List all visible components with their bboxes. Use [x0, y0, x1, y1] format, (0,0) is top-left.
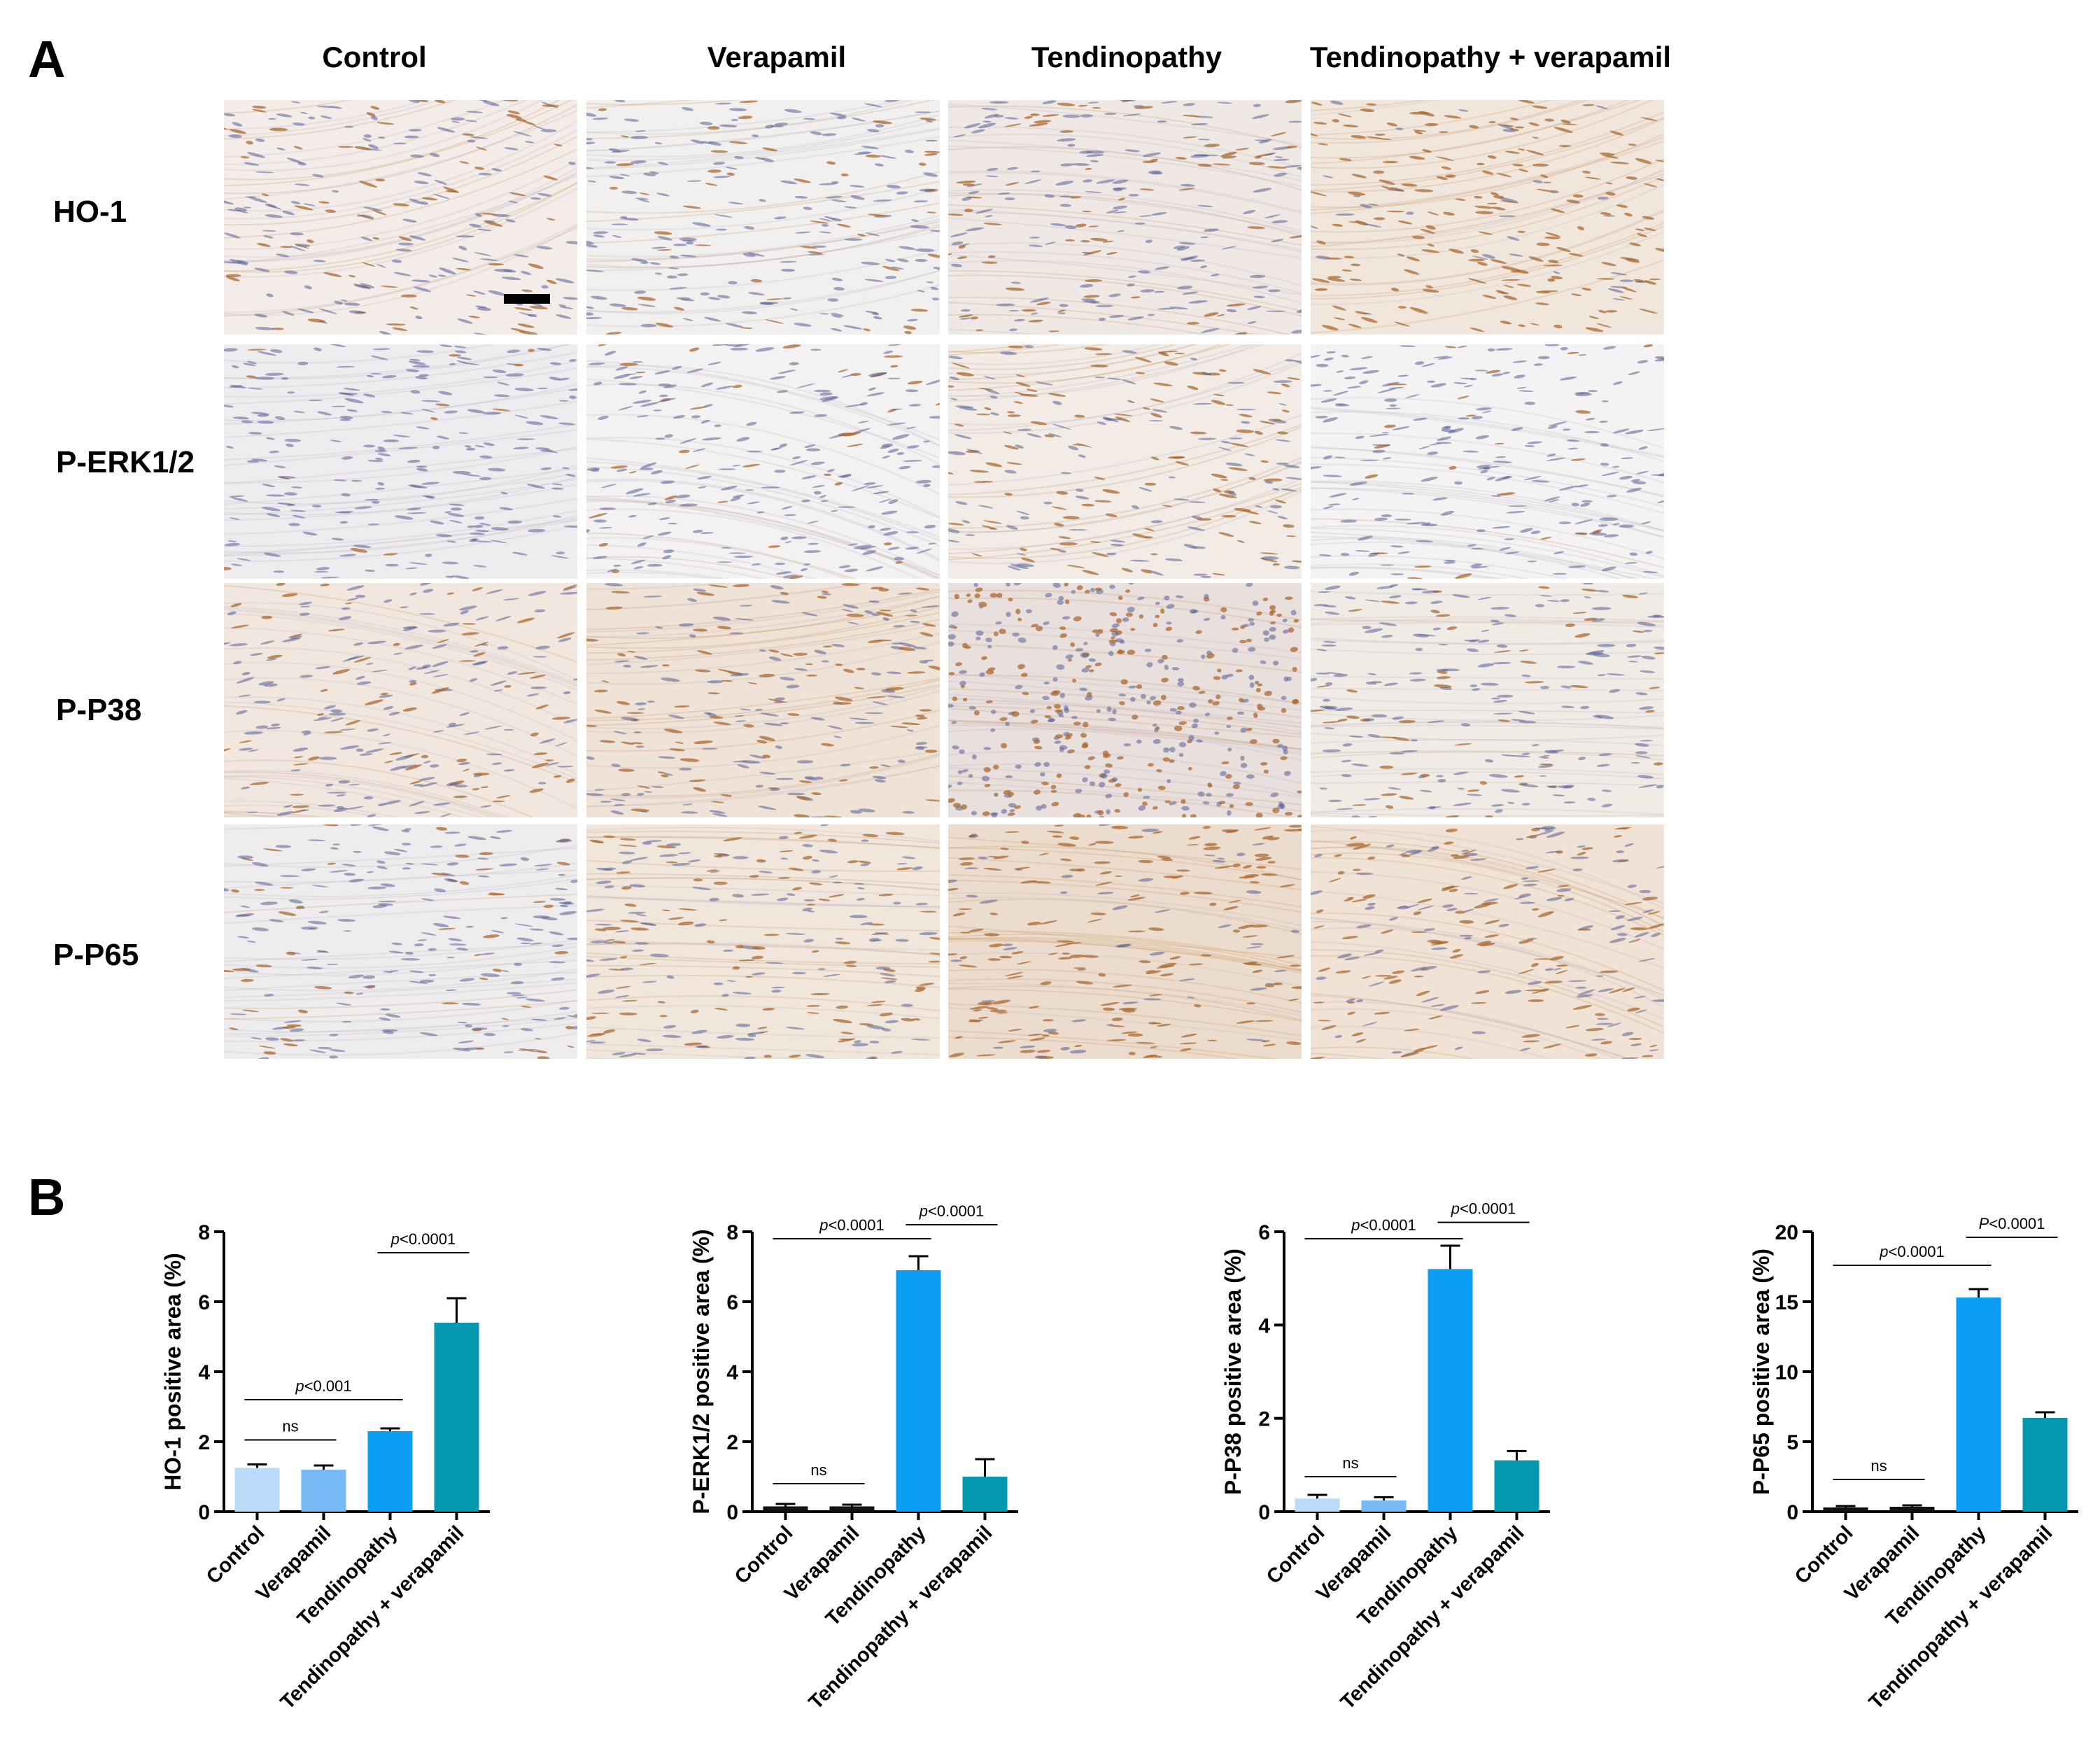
y-tick-label: 4 — [726, 1361, 738, 1384]
row-label-ho-1: HO-1 — [53, 195, 127, 229]
scale-bar — [504, 294, 550, 304]
bar-0 — [1295, 1498, 1340, 1512]
significance-label-2: p<0.0001 — [1451, 1200, 1516, 1218]
chart-p-erk: P-ERK1/2 positive area (%) 02468ControlVe… — [689, 1202, 1018, 1714]
significance-label-1: p<0.0001 — [1351, 1216, 1416, 1234]
category-label-0: Control — [202, 1521, 269, 1589]
micrograph-2-1 — [586, 583, 940, 817]
bar-1 — [301, 1470, 346, 1512]
bar-2 — [367, 1431, 413, 1512]
significance-label-0: ns — [1870, 1457, 1887, 1475]
y-tick-label: 0 — [198, 1501, 210, 1524]
bar-1 — [1889, 1507, 1935, 1512]
panel-b-letter: B — [28, 1168, 66, 1226]
y-tick-label: 2 — [1258, 1408, 1270, 1431]
bar-2 — [1428, 1269, 1473, 1512]
y-tick-label: 6 — [1258, 1221, 1270, 1244]
micrograph-1-3 — [1311, 344, 1664, 579]
y-tick-label: 2 — [726, 1431, 738, 1454]
column-header-verapamil: Verapamil — [707, 41, 847, 73]
micrograph-1-2 — [948, 344, 1302, 579]
significance-label-0: ns — [810, 1461, 826, 1479]
y-tick-label: 8 — [726, 1221, 738, 1244]
y-tick-label: 20 — [1775, 1221, 1798, 1244]
chart-ho-1: HO-1 positive area (%)02468ControlVerapa… — [160, 1221, 490, 1714]
column-header-control: Control — [322, 41, 427, 73]
significance-label-2: P<0.0001 — [1979, 1215, 2045, 1232]
chart-p-p38: P-P38 positive area (%)0246ControlVerapa… — [1220, 1200, 1550, 1714]
micrograph-3-1 — [586, 824, 940, 1059]
y-axis-title: P-P65 positive area (%) — [1749, 1249, 1774, 1495]
micrograph-2-3 — [1311, 583, 1664, 817]
significance-label-1: p<0.001 — [295, 1377, 351, 1395]
y-tick-label: 0 — [726, 1501, 738, 1524]
micrograph-0-1 — [586, 100, 940, 335]
micrograph-0-2 — [948, 100, 1302, 335]
panel-a-letter: A — [28, 30, 66, 88]
category-label-0: Control — [731, 1521, 798, 1589]
y-tick-label: 0 — [1258, 1501, 1270, 1524]
bar-3 — [962, 1477, 1008, 1512]
y-axis-title: P-P38 positive area (%) — [1220, 1249, 1246, 1495]
y-tick-label: 4 — [1258, 1314, 1270, 1337]
bar-0 — [1823, 1507, 1868, 1512]
bar-2 — [1956, 1298, 2001, 1512]
category-label-0: Control — [1791, 1521, 1858, 1589]
micrograph-0-3 — [1311, 100, 1664, 335]
micrograph-3-3 — [1311, 824, 1664, 1059]
y-tick-label: 8 — [198, 1221, 210, 1244]
significance-label-1: p<0.0001 — [819, 1216, 884, 1234]
bar-0 — [763, 1506, 808, 1512]
significance-label-1: p<0.0001 — [1879, 1243, 1944, 1260]
row-label-p-erk: P-ERK1/2 — [56, 445, 195, 479]
bar-0 — [234, 1468, 280, 1512]
micrograph-3-2 — [948, 824, 1302, 1059]
bar-1 — [829, 1506, 875, 1512]
y-tick-label: 15 — [1775, 1291, 1798, 1314]
micrograph-1-1 — [586, 344, 940, 579]
chart-p-p65: P-P65 positive area (%)05101520ControlVe… — [1749, 1215, 2078, 1714]
y-tick-label: 2 — [198, 1431, 210, 1454]
significance-label-0: ns — [282, 1418, 298, 1435]
bar-3 — [1494, 1460, 1539, 1512]
column-header-tendinopathy: Tendinopathy — [1031, 41, 1222, 73]
micrograph-2-0 — [224, 583, 577, 817]
y-tick-label: 6 — [726, 1291, 738, 1314]
micrograph-2-2 — [948, 583, 1302, 817]
significance-label-2: p<0.0001 — [390, 1230, 456, 1248]
y-axis-title: HO-1 positive area (%) — [160, 1253, 185, 1491]
y-tick-label: 0 — [1787, 1501, 1798, 1524]
column-header-tendinopathy-verapamil: Tendinopathy + verapamil — [1309, 41, 1672, 73]
micrograph-3-0 — [224, 824, 577, 1059]
row-label-p-p65: P-P65 — [53, 938, 139, 972]
bar-2 — [896, 1270, 941, 1512]
bar-3 — [434, 1323, 479, 1512]
bar-3 — [2022, 1418, 2068, 1512]
y-tick-label: 10 — [1775, 1361, 1798, 1384]
y-tick-label: 5 — [1787, 1431, 1798, 1454]
micrograph-1-0 — [224, 344, 577, 579]
y-tick-label: 6 — [198, 1291, 210, 1314]
bar-1 — [1361, 1500, 1407, 1512]
significance-label-2: p<0.0001 — [919, 1202, 984, 1220]
row-label-p-p38: P-P38 — [56, 693, 142, 727]
y-axis-title: P-ERK1/2 positive area (%) — [689, 1229, 714, 1514]
significance-label-0: ns — [1342, 1454, 1358, 1472]
category-label-0: Control — [1262, 1521, 1330, 1589]
micrograph-0-0 — [224, 100, 577, 335]
y-tick-label: 4 — [198, 1361, 210, 1384]
